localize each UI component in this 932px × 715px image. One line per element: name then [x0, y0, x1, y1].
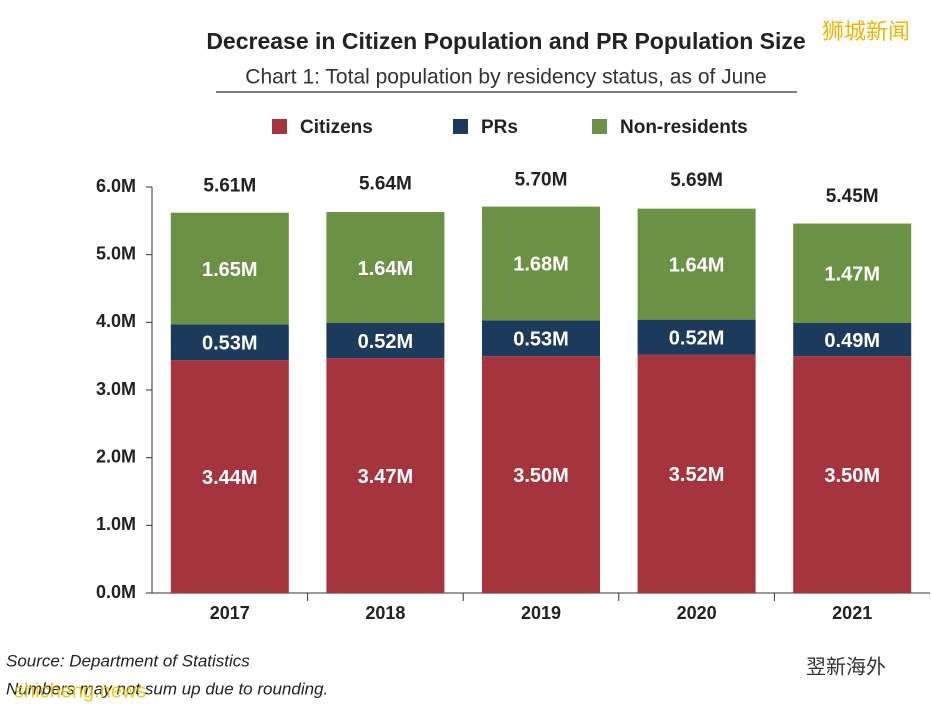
y-tick-label: 2.0M [96, 446, 136, 466]
y-tick-label: 4.0M [96, 311, 136, 331]
y-tick-label: 3.0M [96, 379, 136, 399]
value-label: 1.47M [824, 264, 880, 286]
bar-segment [637, 319, 756, 355]
value-label: 3.44M [202, 467, 258, 489]
x-tick-label: 2017 [210, 603, 250, 623]
value-label: 3.52M [669, 464, 725, 486]
x-tick-label: 2020 [677, 603, 717, 623]
value-label: 3.50M [513, 465, 569, 487]
note: Numbers may not sum up due to rounding. [6, 679, 328, 698]
bar-segment [793, 223, 912, 324]
value-label: 0.52M [669, 328, 725, 350]
bar-segment [637, 208, 756, 320]
x-tick-label: 2018 [365, 603, 405, 623]
value-label: 0.53M [202, 333, 258, 355]
value-label: 1.64M [358, 258, 414, 280]
bar-segment [637, 354, 756, 593]
y-tick-label: 1.0M [96, 514, 136, 534]
legend-label: Citizens [300, 117, 373, 138]
value-label: 1.64M [669, 254, 725, 276]
x-tick-label: 2021 [832, 603, 872, 623]
value-label: 1.65M [202, 259, 258, 281]
value-label: 3.50M [824, 465, 880, 487]
x-tick-label: 2019 [521, 603, 561, 623]
bar-segment [170, 360, 289, 593]
total-label: 5.61M [203, 175, 256, 196]
y-tick-label: 0.0M [96, 582, 136, 602]
bar-segment [482, 206, 600, 321]
legend-label: Non-residents [620, 117, 748, 138]
y-tick-label: 6.0M [96, 176, 136, 196]
chart-title: Decrease in Citizen Population and PR Po… [206, 28, 805, 54]
value-label: 0.49M [824, 330, 880, 352]
value-label: 0.53M [513, 329, 569, 351]
total-label: 5.69M [670, 170, 723, 191]
chart-subtitle: Chart 1: Total population by residency s… [245, 66, 766, 89]
total-label: 5.70M [515, 169, 568, 190]
value-label: 1.68M [513, 254, 569, 276]
source: Source: Department of Statistics [6, 651, 250, 670]
bar-segment [326, 323, 445, 359]
bar-segment [170, 212, 289, 325]
value-label: 0.52M [358, 331, 414, 353]
y-tick-label: 5.0M [96, 243, 136, 263]
total-label: 5.45M [826, 186, 879, 207]
watermark: shicheng.news [14, 680, 146, 702]
bar-segment [326, 212, 445, 324]
bar-segment [482, 356, 600, 593]
legend-label: PRs [481, 117, 518, 138]
bar-segment [170, 324, 289, 361]
total-label: 5.64M [359, 173, 412, 194]
bar-segment [793, 356, 912, 593]
legend-swatch [453, 119, 468, 134]
bar-segment [326, 358, 445, 593]
value-label: 3.47M [358, 466, 414, 488]
bar-segment [793, 323, 912, 357]
legend-swatch [592, 119, 607, 134]
legend-swatch [272, 119, 287, 134]
watermark: 翌新海外 [806, 655, 886, 678]
watermark: 狮城新闻 [822, 19, 910, 44]
bar-segment [482, 320, 600, 357]
